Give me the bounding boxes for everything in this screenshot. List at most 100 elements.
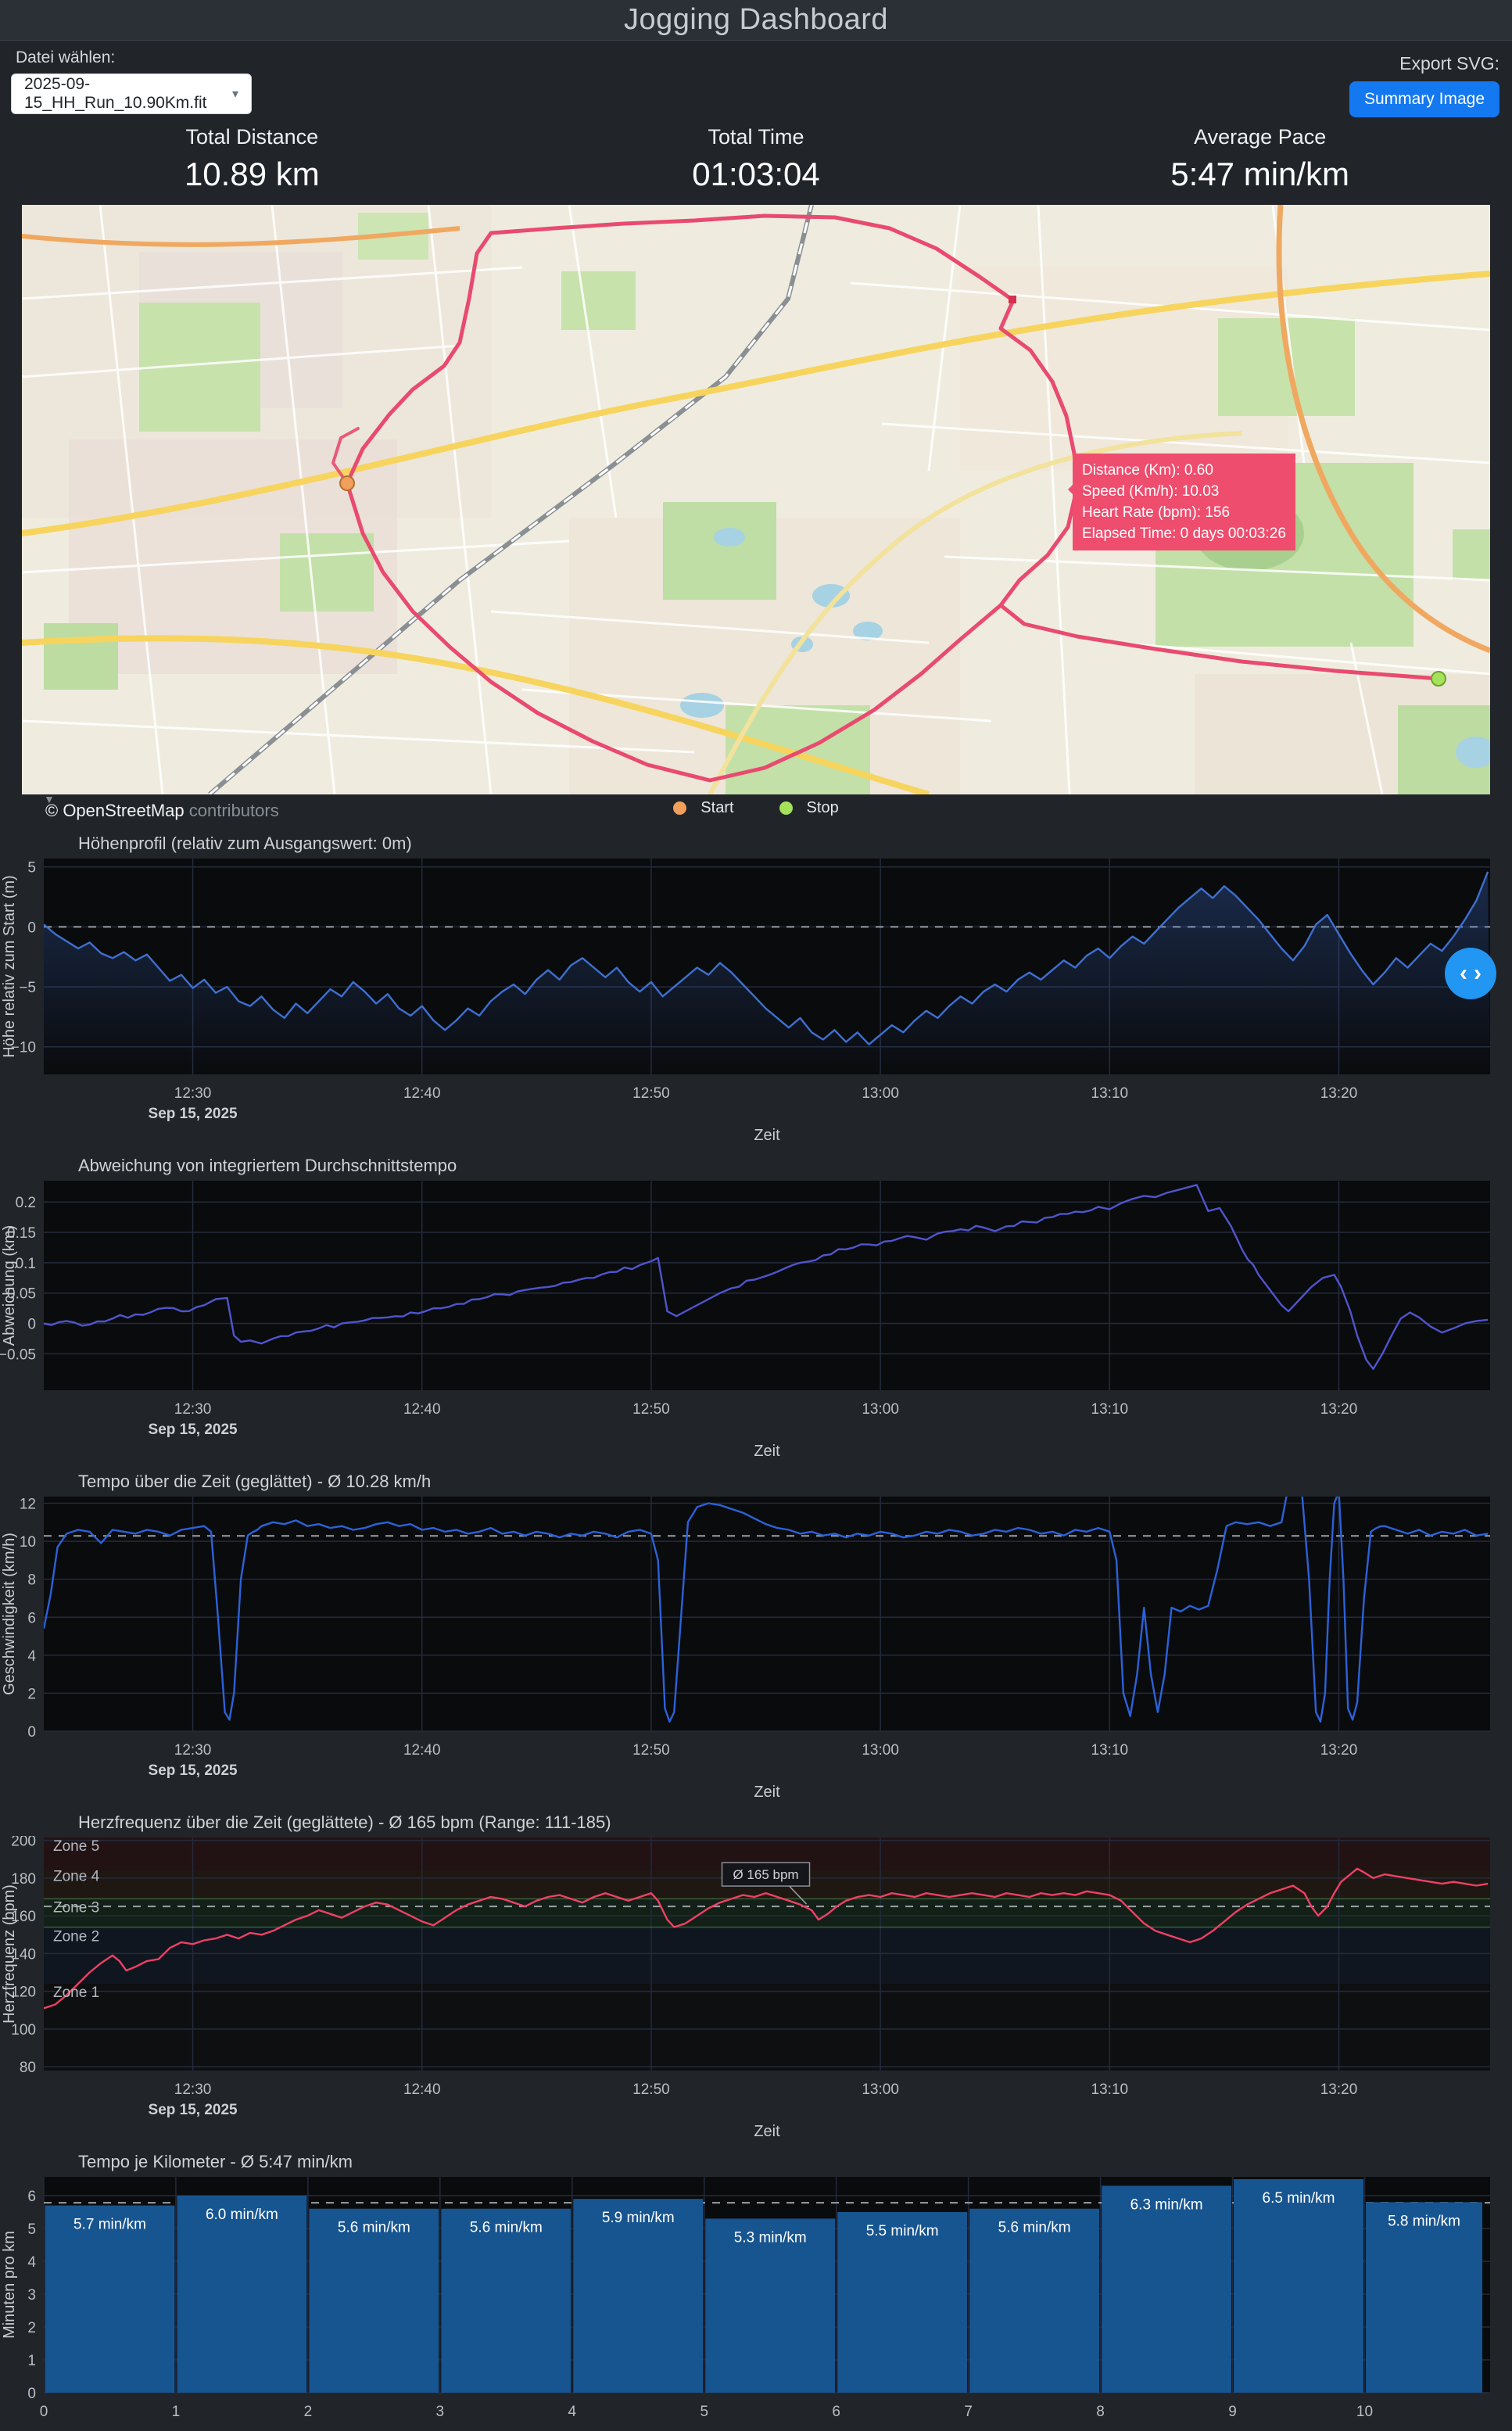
chart-title: Tempo über die Zeit (geglättet) - Ø 10.2… (78, 1472, 432, 1491)
svg-text:13:00: 13:00 (862, 1742, 899, 1759)
svg-text:6: 6 (832, 2404, 840, 2420)
route-map[interactable]: Distance (Km): 0.60 Speed (Km/h): 10.03 … (22, 205, 1490, 794)
svg-text:5.6 min/km: 5.6 min/km (998, 2220, 1071, 2236)
stat-label: Average Pace (1194, 125, 1327, 149)
svg-text:Höhe relativ zum Start (m): Höhe relativ zum Start (m) (1, 875, 18, 1057)
svg-text:8: 8 (1096, 2404, 1105, 2420)
map-footer: ▼ © OpenStreetMap contributors Start Sto… (0, 793, 1512, 823)
stats-row: Total Distance 10.89 km Total Time 01:03… (0, 120, 1512, 202)
svg-text:12:40: 12:40 (403, 1085, 441, 1102)
svg-text:2: 2 (27, 2320, 36, 2336)
chart-title: Abweichung von integriertem Durchschnitt… (78, 1156, 457, 1175)
controls-row: Datei wählen: 2025-09-15_HH_Run_10.90Km.… (0, 41, 1512, 119)
svg-text:0: 0 (27, 2386, 36, 2402)
svg-text:6.3 min/km: 6.3 min/km (1130, 2196, 1203, 2213)
speed-chart-canvas[interactable]: 12 10 8 6 4 2 0 12:30 Sep 15, 2025 12:40 12:50 13:0… (0, 1495, 1512, 1802)
file-select-label: Datei wählen: (16, 48, 116, 66)
deviation-chart: Abweichung von integriertem Durchschnitt… (0, 1156, 1512, 1461)
pace-per-km-chart-canvas[interactable]: 5.7 min/km 6.0 min/km 5.6 min/km 5.6 min/km… (0, 2175, 1512, 2431)
pan-arrows-button[interactable]: ‹ › (1445, 948, 1496, 999)
svg-text:4: 4 (27, 1648, 36, 1665)
svg-text:180: 180 (11, 1871, 36, 1888)
svg-text:13:20: 13:20 (1320, 1742, 1358, 1759)
svg-text:10: 10 (20, 1534, 36, 1551)
svg-text:10: 10 (1356, 2404, 1373, 2420)
svg-text:0.1: 0.1 (16, 1256, 36, 1272)
svg-text:6.5 min/km: 6.5 min/km (1263, 2190, 1335, 2207)
chart-title: Höhenprofil (relativ zum Ausgangswert: 0… (78, 834, 412, 853)
svg-text:120: 120 (11, 1985, 36, 2001)
svg-text:1: 1 (27, 2353, 36, 2369)
svg-text:4: 4 (568, 2404, 577, 2420)
chevron-down-icon: ▾ (231, 88, 238, 101)
svg-text:5.3 min/km: 5.3 min/km (734, 2229, 807, 2246)
svg-text:5.7 min/km: 5.7 min/km (73, 2217, 146, 2233)
svg-text:2: 2 (304, 2404, 313, 2420)
tooltip-line: Distance (Km): 0.60 (1082, 462, 1213, 479)
stop-marker (1431, 671, 1446, 687)
summary-image-button[interactable]: Summary Image (1349, 81, 1499, 117)
svg-text:12:50: 12:50 (632, 2081, 670, 2098)
deviation-chart-canvas[interactable]: 0.2 0.15 0.1 0.05 0 −0.05 12:30 Sep 15, 2025 12:… (0, 1179, 1512, 1461)
legend-item-start[interactable]: Start (673, 799, 734, 817)
svg-text:5.8 min/km: 5.8 min/km (1388, 2213, 1460, 2229)
svg-text:12:30: 12:30 (174, 1401, 212, 1418)
svg-text:Zone 2: Zone 2 (53, 1929, 99, 1945)
svg-text:0.05: 0.05 (7, 1286, 36, 1303)
tooltip-line: Heart Rate (bpm): 156 (1082, 504, 1231, 521)
map-attribution: © OpenStreetMap contributors (45, 801, 279, 820)
heartrate-chart-canvas[interactable]: Ø 165 bpm Zone 1 Zone 2 Zone 3 Zone 4 Zone 5 2… (0, 1836, 1512, 2141)
svg-text:Sep 15, 2025: Sep 15, 2025 (149, 1762, 238, 1779)
svg-text:12:30: 12:30 (174, 1742, 212, 1759)
svg-text:Zeit: Zeit (754, 1443, 780, 1460)
svg-text:13:10: 13:10 (1091, 1401, 1129, 1418)
file-select[interactable]: 2025-09-15_HH_Run_10.90Km.fit ▾ (11, 74, 252, 114)
start-legend-dot (673, 801, 687, 815)
stat-average-pace: Average Pace 5:47 min/km (1008, 120, 1512, 202)
svg-text:Zeit: Zeit (754, 1784, 780, 1801)
page-header: Jogging Dashboard (0, 0, 1512, 41)
svg-text:0: 0 (27, 1317, 36, 1333)
svg-text:6.0 min/km: 6.0 min/km (206, 2207, 278, 2223)
svg-text:80: 80 (20, 2060, 36, 2076)
chart-title: Tempo je Kilometer - Ø 5:47 min/km (78, 2152, 353, 2171)
map-canvas (22, 205, 1490, 794)
chart-title: Herzfrequenz über die Zeit (geglättete) … (78, 1812, 611, 1832)
svg-text:13:00: 13:00 (862, 1401, 899, 1418)
svg-text:12:40: 12:40 (403, 1742, 441, 1759)
elevation-chart: Höhenprofil (relativ zum Ausgangswert: 0… (0, 834, 1512, 1145)
svg-text:5: 5 (27, 860, 36, 877)
svg-text:12:40: 12:40 (403, 2081, 441, 2098)
svg-text:Zone 3: Zone 3 (53, 1899, 99, 1916)
svg-text:Zeit: Zeit (754, 2123, 780, 2140)
stat-label: Total Distance (185, 125, 319, 149)
tooltip-line: Speed (Km/h): 10.03 (1082, 483, 1220, 500)
svg-text:13:10: 13:10 (1091, 1742, 1129, 1759)
svg-text:0: 0 (27, 1724, 36, 1741)
elevation-chart-canvas[interactable]: 5 0 −5 −10 12:30 Sep 15, 2025 12:40 12:50 13:00 1… (0, 857, 1512, 1145)
svg-text:1: 1 (172, 2404, 181, 2420)
svg-text:12:50: 12:50 (632, 1085, 670, 1102)
svg-text:Minuten pro km: Minuten pro km (1, 2231, 18, 2339)
stat-value: 10.89 km (184, 156, 320, 192)
file-select-value: 2025-09-15_HH_Run_10.90Km.fit (24, 75, 207, 112)
svg-text:−10: −10 (11, 1040, 36, 1056)
start-marker (339, 475, 355, 491)
svg-text:12:40: 12:40 (403, 1401, 441, 1418)
svg-text:13:20: 13:20 (1320, 1401, 1358, 1418)
svg-text:Sep 15, 2025: Sep 15, 2025 (149, 1106, 238, 1122)
svg-text:5.6 min/km: 5.6 min/km (470, 2220, 543, 2236)
export-svg-label: Export SVG: (1399, 53, 1499, 74)
tooltip-line: Elapsed Time: 0 days 00:03:26 (1082, 525, 1286, 542)
legend-item-stop[interactable]: Stop (779, 799, 839, 817)
svg-text:Zeit: Zeit (754, 1127, 780, 1144)
page-title: Jogging Dashboard (623, 3, 889, 36)
stat-total-distance: Total Distance 10.89 km (0, 120, 504, 202)
svg-text:Sep 15, 2025: Sep 15, 2025 (149, 1422, 238, 1438)
svg-text:−5: −5 (19, 980, 36, 996)
svg-text:13:10: 13:10 (1091, 2081, 1129, 2098)
svg-text:0.15: 0.15 (7, 1225, 36, 1242)
layers-collapse-icon[interactable]: ▼ (44, 793, 55, 805)
svg-text:Herzfrequenz (bpm): Herzfrequenz (bpm) (1, 1884, 18, 2024)
